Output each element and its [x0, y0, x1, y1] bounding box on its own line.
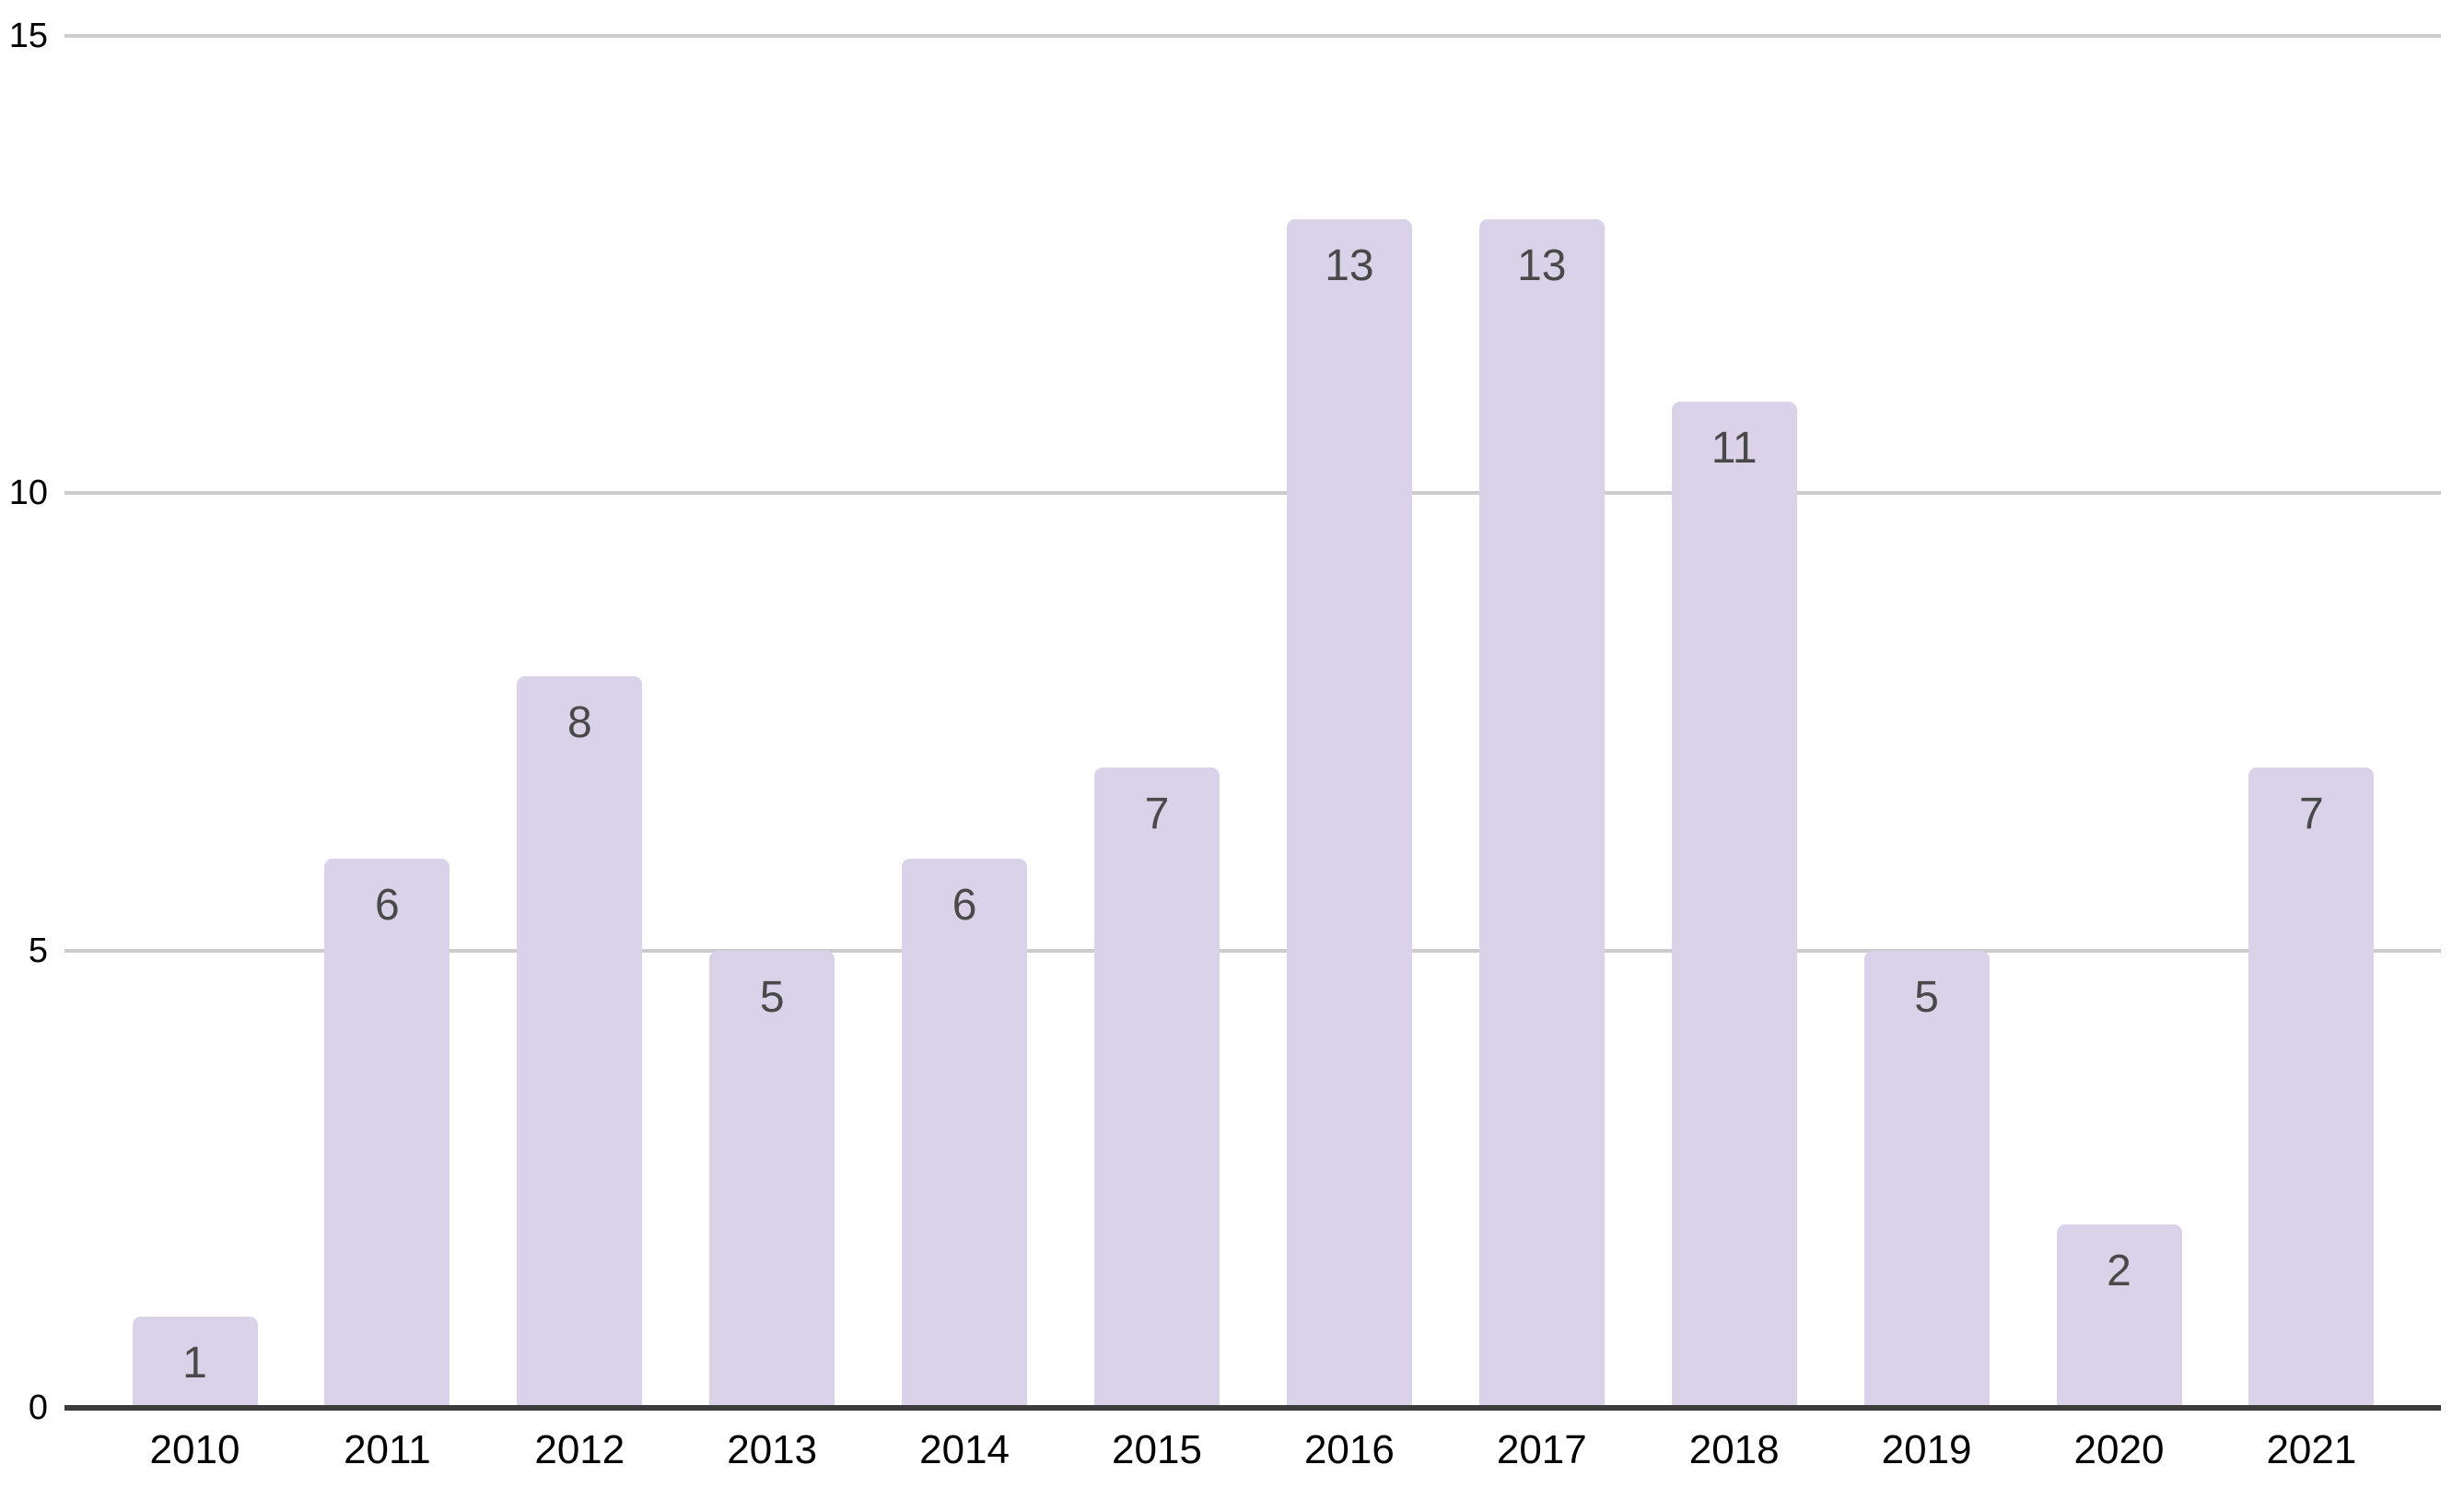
x-tick-label-2019: 2019 [1881, 1427, 1972, 1472]
bar-value-label-2017: 13 [1517, 240, 1567, 290]
bar-2019 [1863, 950, 1990, 1408]
bar-2015 [1094, 767, 1220, 1408]
x-tick-label-2015: 2015 [1112, 1427, 1202, 1472]
gridline-y-10 [64, 491, 2441, 496]
bar-value-label-2015: 7 [1144, 790, 1170, 839]
gridline-y-15 [64, 34, 2441, 38]
bar-value-label-2018: 11 [1711, 424, 1757, 474]
x-tick-label-2012: 2012 [534, 1427, 625, 1472]
x-tick-label-2011: 2011 [344, 1427, 431, 1472]
x-tick-label-2014: 2014 [919, 1427, 1010, 1472]
x-axis-line [64, 1405, 2441, 1411]
x-tick-label-2020: 2020 [2073, 1427, 2165, 1472]
bar-value-label-2021: 7 [2299, 790, 2324, 839]
bar-2012 [517, 675, 643, 1408]
bar-2013 [709, 950, 835, 1408]
bar-value-label-2016: 13 [1325, 240, 1374, 290]
x-tick-label-2021: 2021 [2266, 1427, 2357, 1472]
y-tick-label-5: 5 [28, 931, 48, 970]
bar-value-label-2020: 2 [2107, 1247, 2131, 1296]
x-tick-label-2016: 2016 [1303, 1427, 1395, 1472]
bar-value-label-2014: 6 [952, 881, 977, 931]
bar-2016 [1286, 218, 1412, 1408]
x-tick-label-2013: 2013 [727, 1427, 818, 1472]
bar-2020 [2056, 1224, 2182, 1408]
bar-value-label-2011: 6 [375, 881, 400, 931]
y-tick-label-10: 10 [8, 474, 48, 513]
bar-value-label-2019: 5 [1914, 972, 1939, 1022]
y-tick-label-0: 0 [28, 1388, 48, 1427]
x-tick-label-2017: 2017 [1496, 1427, 1587, 1472]
bar-2011 [324, 859, 450, 1408]
bar-2010 [132, 1316, 258, 1408]
bar-value-label-2013: 5 [759, 972, 785, 1022]
bar-2021 [2248, 767, 2375, 1408]
bar-2014 [902, 859, 1028, 1408]
bar-value-label-2012: 8 [566, 697, 592, 747]
bar-2018 [1671, 402, 1797, 1408]
bar-value-label-2010: 1 [182, 1338, 207, 1388]
y-tick-label-15: 15 [8, 17, 48, 55]
x-tick-label-2018: 2018 [1688, 1427, 1780, 1472]
x-tick-label-2010: 2010 [149, 1427, 240, 1472]
gridline-y-5 [64, 948, 2441, 953]
bar-2017 [1478, 218, 1605, 1408]
